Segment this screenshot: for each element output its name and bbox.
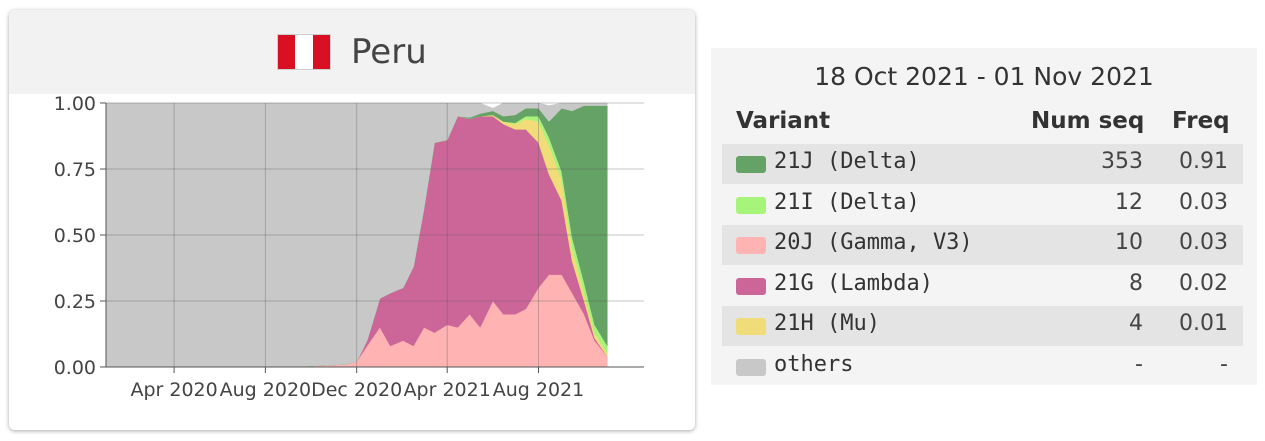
flag-stripe-right	[312, 35, 330, 69]
variant-name: 21J (Delta)	[774, 149, 920, 174]
variant-color-swatch	[736, 156, 766, 173]
variant-table-panel: 18 Oct 2021 - 01 Nov 2021 Variant Num se…	[711, 48, 1257, 385]
variant-row[interactable]: 21G (Lambda) 8 0.02	[722, 266, 1243, 306]
variant-freq: 0.03	[1179, 230, 1228, 255]
variant-row[interactable]: 20J (Gamma, V3) 10 0.03	[722, 225, 1243, 265]
y-tick-label: 1.00	[54, 93, 96, 115]
header-num-seq: Num seq	[1031, 108, 1145, 134]
variant-name: 21I (Delta)	[774, 189, 920, 215]
x-tick-label: Aug 2021	[493, 379, 585, 401]
variant-row[interactable]: others - -	[722, 347, 1243, 387]
header-freq: Freq	[1172, 108, 1230, 134]
flag-stripe-left	[278, 35, 296, 69]
variant-num-seq: 12	[1115, 189, 1143, 215]
variant-name: 20J (Gamma, V3)	[774, 230, 973, 255]
variant-freq: 0.01	[1179, 311, 1228, 336]
area-others	[105, 102, 608, 368]
variant-color-swatch	[736, 196, 766, 214]
variant-row[interactable]: 21I (Delta) 12 0.03	[722, 185, 1243, 225]
variant-num-seq: 10	[1115, 230, 1143, 255]
variant-color-swatch	[736, 358, 766, 376]
flag-stripe-middle	[295, 35, 313, 69]
x-tick-label: Aug 2020	[220, 379, 312, 401]
variant-name: 21G (Lambda)	[774, 270, 933, 296]
x-tick-label: Dec 2020	[311, 379, 402, 401]
y-tick-label: 0.75	[54, 159, 96, 181]
x-tick-label: Apr 2021	[404, 379, 491, 401]
variant-freq: 0.91	[1179, 149, 1228, 174]
variant-num-seq: 8	[1129, 270, 1143, 296]
variant-num-seq: 353	[1101, 149, 1143, 174]
variant-num-seq: 4	[1129, 311, 1143, 336]
country-card: Peru 0.00 0.25 0.50 0.75 1.00 Apr 2020 Aug 202…	[9, 10, 695, 430]
variant-frequency-chart[interactable]: 0.00 0.25 0.50 0.75 1.00 Apr 2020 Aug 2020 Dec …	[9, 10, 695, 430]
x-tick-label: Apr 2020	[130, 379, 217, 401]
variant-freq: 0.03	[1179, 189, 1228, 215]
variant-freq: 0.02	[1179, 270, 1228, 296]
y-tick-label: 0.00	[54, 357, 96, 379]
variant-row[interactable]: 21H (Mu) 4 0.01	[722, 306, 1243, 346]
variant-row[interactable]: 21J (Delta) 353 0.91	[722, 144, 1243, 184]
y-tick-label: 0.25	[54, 291, 96, 313]
variant-color-swatch	[736, 277, 766, 295]
variant-color-swatch	[736, 318, 766, 335]
y-tick-label: 0.50	[54, 225, 96, 247]
variant-num-seq: -	[1135, 351, 1143, 377]
header-variant: Variant	[736, 108, 831, 134]
variant-name: 21H (Mu)	[774, 311, 880, 336]
variant-color-swatch	[736, 237, 766, 254]
country-title: Peru	[351, 32, 427, 72]
card-header: Peru	[9, 10, 695, 94]
variant-freq: -	[1220, 351, 1228, 377]
peru-flag-icon	[277, 34, 331, 70]
variant-name: others	[774, 351, 854, 377]
period-label: 18 Oct 2021 - 01 Nov 2021	[814, 62, 1154, 91]
